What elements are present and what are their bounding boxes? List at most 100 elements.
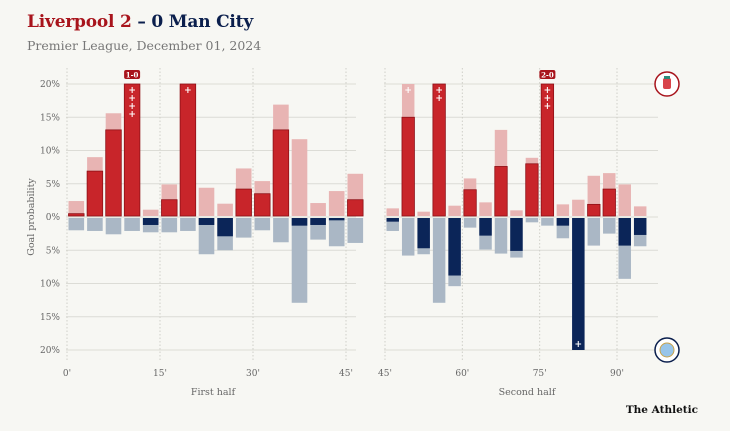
y-tick-label: 10%	[40, 147, 60, 157]
away-ontarget-bar	[633, 218, 647, 235]
home-total-bar	[479, 202, 492, 216]
home-score: 2	[120, 12, 132, 32]
overflow-plus-marker: +	[128, 94, 136, 104]
home-ontarget-bar	[401, 116, 415, 217]
away-ontarget-bar	[328, 218, 345, 221]
away-total-bar	[603, 218, 616, 234]
away-total-bar	[291, 218, 308, 303]
overflow-plus-marker: +	[128, 110, 136, 120]
overflow-plus-marker: +	[128, 86, 136, 96]
home-total-bar	[386, 208, 399, 216]
y-tick-label: 5%	[46, 180, 61, 190]
home-ontarget-bar	[179, 83, 197, 217]
home-total-bar	[198, 187, 215, 216]
home-total-bar	[310, 203, 326, 216]
away-ontarget-bar	[556, 218, 570, 226]
y-tick-label: 15%	[40, 313, 60, 323]
home-total-bar	[68, 201, 85, 216]
away-total-bar	[254, 218, 271, 231]
away-total-bar	[463, 218, 477, 228]
away-ontarget-bar	[510, 218, 523, 251]
away-total-bar	[124, 218, 140, 231]
home-total-bar	[448, 205, 461, 216]
chart-title: Liverpool 2 – 0 Man City	[27, 12, 253, 32]
x-tick-label: 60'	[455, 369, 469, 379]
away-ontarget-bar	[198, 218, 215, 225]
home-ontarget-bar	[68, 213, 85, 217]
home-total-bar	[556, 204, 570, 216]
goal-marker-badge	[124, 70, 141, 79]
home-ontarget-bar	[86, 170, 104, 217]
away-total-bar	[328, 218, 345, 247]
home-ontarget-bar	[463, 189, 477, 217]
man-city-crest-inner-icon	[659, 342, 675, 358]
x-tick-label: 0'	[63, 369, 71, 379]
away-ontarget-bar	[386, 218, 399, 222]
home-total-bar	[618, 184, 631, 216]
overflow-plus-marker: +	[435, 86, 443, 96]
y-tick-label: 10%	[40, 280, 60, 290]
home-ontarget-bar	[105, 129, 122, 217]
liverpool-crest-bird-icon	[664, 76, 670, 79]
home-ontarget-bar	[494, 166, 508, 217]
overflow-plus-marker: +	[544, 86, 552, 96]
x-axis-label: Second half	[499, 387, 557, 398]
away-total-bar	[494, 218, 508, 254]
home-total-bar	[510, 210, 523, 216]
away-ontarget-bar	[417, 218, 430, 249]
home-total-bar	[142, 209, 159, 216]
home-total-bar	[572, 199, 585, 216]
home-ontarget-bar	[587, 203, 601, 217]
away-total-bar	[432, 218, 446, 303]
home-ontarget-bar	[525, 163, 539, 217]
x-tick-label: 75'	[533, 369, 547, 379]
overflow-plus-marker: +	[128, 102, 136, 112]
home-ontarget-bar	[602, 188, 616, 217]
overflow-plus-marker: +	[435, 94, 443, 104]
home-total-bar	[217, 203, 233, 216]
home-ontarget-bar	[272, 129, 290, 217]
away-total-bar	[273, 218, 289, 243]
liverpool-crest-shield-icon	[663, 78, 671, 89]
away-ontarget-bar	[448, 218, 461, 276]
x-tick-label: 15'	[153, 369, 167, 379]
home-ontarget-bar	[540, 83, 555, 217]
home-team-name: Liverpool	[27, 12, 115, 32]
away-total-bar	[541, 218, 554, 226]
away-score: 0	[151, 12, 164, 32]
overflow-plus-marker: +	[575, 340, 583, 350]
y-axis-label: Goal probability	[26, 178, 37, 256]
y-tick-label: 20%	[40, 346, 60, 356]
x-tick-label: 90'	[610, 369, 624, 379]
away-total-bar	[401, 218, 415, 256]
y-tick-label: 15%	[40, 113, 60, 123]
home-total-bar	[291, 139, 308, 216]
away-ontarget-bar	[479, 218, 492, 236]
away-total-bar	[235, 218, 252, 238]
away-total-bar	[87, 218, 103, 231]
away-total-bar	[105, 218, 122, 235]
chart-subtitle: Premier League, December 01, 2024	[27, 38, 262, 53]
away-total-bar	[180, 218, 196, 231]
x-tick-label: 30'	[246, 369, 260, 379]
x-axis-label: First half	[191, 387, 237, 398]
overflow-plus-marker: +	[544, 102, 552, 112]
brand-logo: The Athletic	[625, 404, 698, 416]
home-ontarget-bar	[235, 188, 252, 217]
y-tick-label: 5%	[46, 246, 61, 256]
home-total-bar	[328, 191, 345, 216]
overflow-plus-marker: +	[544, 94, 552, 104]
goal-marker-badge	[539, 70, 556, 79]
x-tick-label: 45'	[378, 369, 392, 379]
home-total-bar	[417, 211, 430, 216]
x-tick-label: 45'	[339, 369, 353, 379]
away-ontarget-bar	[618, 218, 631, 246]
home-ontarget-bar	[432, 83, 446, 217]
overflow-plus-marker: +	[404, 86, 412, 96]
y-tick-label: 0%	[46, 213, 61, 223]
score-separator: –	[137, 12, 146, 32]
away-ontarget-bar	[310, 218, 326, 225]
away-total-bar	[587, 218, 601, 246]
home-ontarget-bar	[161, 199, 178, 217]
